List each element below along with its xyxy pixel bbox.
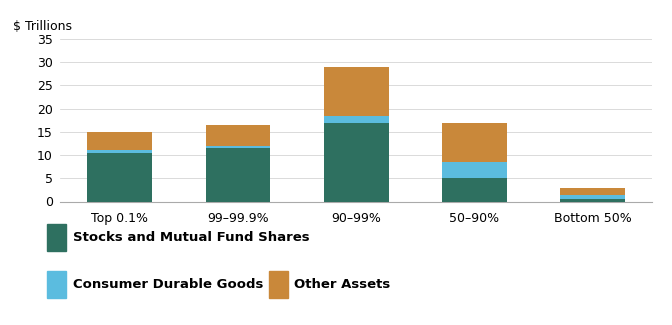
Bar: [324, 116, 388, 123]
Bar: [206, 146, 271, 148]
Bar: [206, 125, 271, 146]
Text: $ Trillions: $ Trillions: [13, 20, 72, 32]
Bar: [206, 148, 271, 202]
Bar: [47, 224, 66, 251]
Bar: [47, 271, 66, 298]
Bar: [87, 150, 153, 153]
Text: Consumer Durable Goods: Consumer Durable Goods: [73, 278, 263, 291]
Bar: [87, 132, 153, 150]
Bar: [269, 271, 288, 298]
Text: Stocks and Mutual Fund Shares: Stocks and Mutual Fund Shares: [73, 231, 309, 244]
Bar: [560, 199, 625, 202]
Bar: [560, 188, 625, 195]
Bar: [87, 153, 153, 202]
Bar: [442, 178, 507, 202]
Bar: [324, 67, 388, 116]
Bar: [324, 123, 388, 202]
Bar: [442, 162, 507, 178]
Bar: [560, 195, 625, 199]
Text: Other Assets: Other Assets: [294, 278, 390, 291]
Bar: [442, 123, 507, 162]
